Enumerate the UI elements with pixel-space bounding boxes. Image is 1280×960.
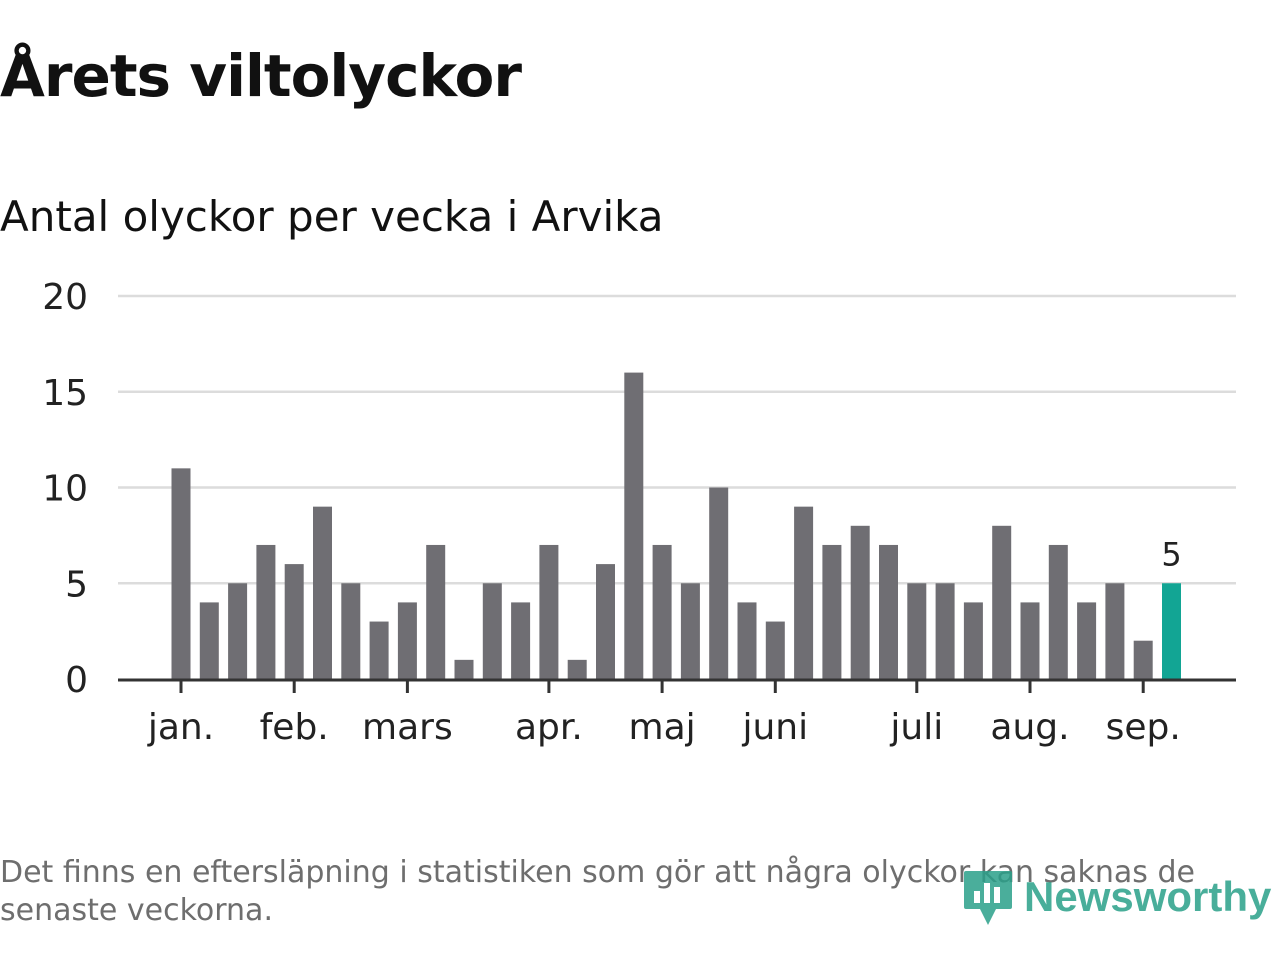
bar [539, 544, 559, 679]
bar [397, 602, 417, 679]
x-tick-label: maj [629, 707, 696, 748]
bar [1020, 602, 1040, 679]
x-tick-label: apr. [515, 707, 583, 748]
newsworthy-logo: Newsworthy [962, 862, 1278, 932]
y-tick-label: 15 [42, 373, 88, 414]
bar [680, 583, 700, 679]
bar [1105, 583, 1125, 679]
bar [794, 506, 814, 679]
bar-chart: 0 5 10 15 20 jan. feb. mars apr. maj juni juli aug.… [42, 277, 1236, 748]
bar [652, 544, 672, 679]
bar [850, 525, 870, 679]
bar [567, 659, 587, 679]
y-tick-label: 0 [65, 660, 88, 701]
bar-chart-pin-icon [964, 871, 1012, 925]
bar [171, 468, 191, 679]
bar [1048, 544, 1068, 679]
bar [284, 564, 304, 679]
bar [624, 372, 644, 679]
bar [822, 544, 842, 679]
data-labels: 5 [1161, 535, 1181, 573]
bar [709, 487, 729, 679]
bar [256, 544, 276, 679]
bar [1133, 640, 1153, 679]
bar [341, 583, 361, 679]
chart-title: Årets viltolyckor [0, 42, 522, 110]
x-tick-label: juli [889, 707, 943, 748]
chart-subtitle: Antal olyckor per vecka i Arvika [0, 192, 664, 241]
bar [199, 602, 219, 679]
bar [426, 544, 446, 679]
bar [935, 583, 955, 679]
bar [963, 602, 983, 679]
bar [907, 583, 927, 679]
gridlines [118, 294, 1236, 585]
x-tick-label: sep. [1106, 707, 1181, 748]
x-tick-label: jan. [147, 707, 214, 748]
bar [511, 602, 531, 679]
data-label-latest: 5 [1161, 535, 1181, 573]
bar [879, 544, 898, 679]
y-tick-label: 10 [42, 469, 88, 510]
x-tick-label: mars [362, 707, 453, 748]
bar [313, 506, 332, 679]
x-tick-label: feb. [260, 707, 329, 748]
bar [454, 659, 474, 679]
bar [765, 621, 785, 679]
bar-highlight [1162, 583, 1181, 679]
bar [737, 602, 757, 679]
y-tick-label: 20 [42, 277, 88, 318]
bars [171, 372, 1181, 679]
logo-text: Newsworthy [1024, 873, 1272, 920]
y-axis-ticks: 0 5 10 15 20 [42, 277, 88, 701]
bar [482, 583, 502, 679]
x-axis: jan. feb. mars apr. maj juni juli aug. sep. [118, 678, 1236, 748]
x-tick-label: juni [741, 707, 808, 748]
bar [228, 583, 248, 679]
bar [992, 525, 1012, 679]
bar [1077, 602, 1097, 679]
y-tick-label: 5 [65, 564, 88, 605]
x-tick-label: aug. [990, 707, 1069, 748]
bar [596, 564, 615, 679]
bar [369, 621, 389, 679]
